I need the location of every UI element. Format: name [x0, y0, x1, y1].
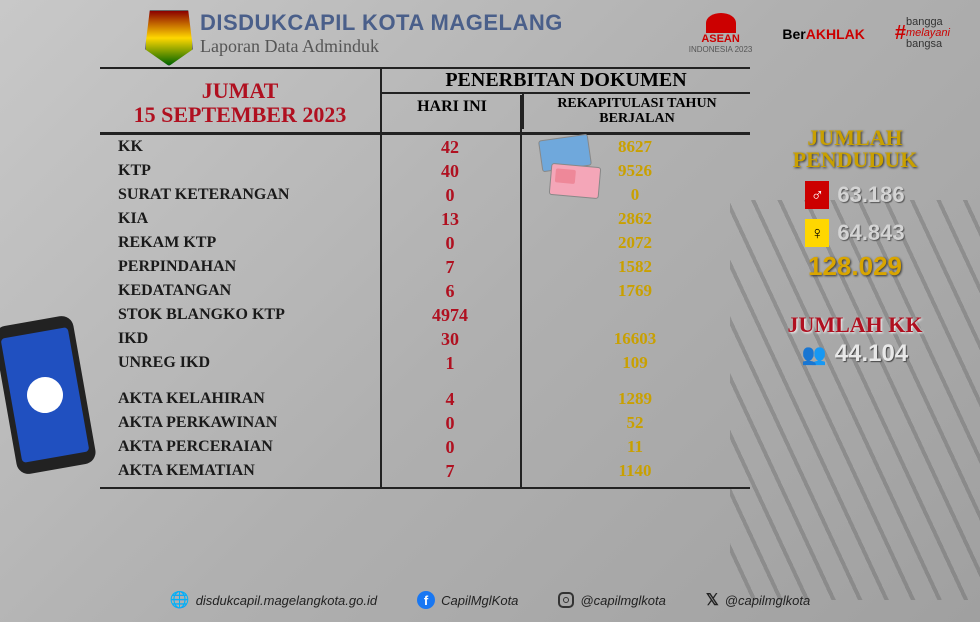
female-icon: ♀ — [805, 219, 829, 247]
row-today: 0 — [380, 185, 520, 206]
table-row: SURAT KETERANGAN00 — [100, 183, 750, 207]
row-today: 4 — [380, 389, 520, 410]
kk-title: JUMLAH KK — [760, 312, 950, 338]
date-day: JUMAT — [100, 79, 380, 103]
table-row: REKAM KTP02072 — [100, 231, 750, 255]
table-row: KK428627 — [100, 135, 750, 159]
row-today: 0 — [380, 233, 520, 254]
table-row: KIA132862 — [100, 207, 750, 231]
table-row: AKTA KEMATIAN71140 — [100, 459, 750, 483]
facebook-icon: f — [417, 591, 435, 609]
row-today: 4974 — [380, 305, 520, 326]
table-row: AKTA PERKAWINAN052 — [100, 411, 750, 435]
row-today: 0 — [380, 413, 520, 434]
row-rekap: 1582 — [520, 257, 750, 277]
document-table: JUMAT 15 SEPTEMBER 2023 PENERBITAN DOKUM… — [100, 67, 750, 489]
row-rekap: 52 — [520, 413, 750, 433]
female-count: 64.843 — [837, 220, 904, 246]
header: DISDUKCAPIL KOTA MAGELANG Laporan Data A… — [0, 0, 980, 62]
footer: 🌐 disdukcapil.magelangkota.go.id f Capil… — [0, 590, 980, 610]
row-label: PERPINDAHAN — [100, 258, 380, 276]
date-full: 15 SEPTEMBER 2023 — [100, 103, 380, 127]
row-label: KIA — [100, 210, 380, 228]
population-title: JUMLAH PENDUDUK — [760, 127, 950, 171]
row-label: KTP — [100, 162, 380, 180]
row-label: AKTA PERCERAIAN — [100, 438, 380, 456]
bangga-3: bangsa — [906, 39, 950, 50]
row-rekap: 2072 — [520, 233, 750, 253]
asean-label: ASEAN — [689, 33, 753, 45]
row-rekap: 1769 — [520, 281, 750, 301]
row-rekap: 16603 — [520, 329, 750, 349]
asean-logo: ASEAN INDONESIA 2023 — [689, 13, 753, 54]
berakhlak-pre: Ber — [782, 26, 805, 42]
row-label: SURAT KETERANGAN — [100, 186, 380, 204]
row-today: 6 — [380, 281, 520, 302]
row-label: AKTA PERKAWINAN — [100, 414, 380, 432]
berakhlak-mid: AKHLAK — [806, 26, 865, 42]
asean-sub: INDONESIA 2023 — [689, 45, 753, 54]
x-icon: 𝕏 — [706, 590, 719, 610]
row-label: KK — [100, 138, 380, 156]
row-today: 7 — [380, 257, 520, 278]
row-rekap: 11 — [520, 437, 750, 457]
col-rekap: REKAPITULASI TAHUN BERJALAN — [522, 94, 750, 129]
row-today: 40 — [380, 161, 520, 182]
row-today: 7 — [380, 461, 520, 482]
hash-icon: # — [895, 22, 906, 45]
org-title: DISDUKCAPIL KOTA MAGELANG — [200, 10, 563, 36]
row-today: 0 — [380, 437, 520, 458]
kk-count: 44.104 — [835, 340, 908, 368]
id-cards-icon — [530, 137, 610, 207]
row-label: REKAM KTP — [100, 234, 380, 252]
table-row: KEDATANGAN61769 — [100, 279, 750, 303]
table-row: AKTA KELAHIRAN41289 — [100, 387, 750, 411]
row-label: AKTA KEMATIAN — [100, 462, 380, 480]
bangga-logo: bangga melayani bangsa — [906, 17, 950, 50]
asean-icon — [706, 13, 736, 33]
row-rekap: 1289 — [520, 389, 750, 409]
berakhlak-logo: BerAKHLAK — [782, 26, 864, 42]
report-subtitle: Laporan Data Adminduk — [200, 36, 563, 57]
instagram-icon — [558, 592, 574, 608]
male-count: 63.186 — [837, 182, 904, 208]
row-rekap: 2862 — [520, 209, 750, 229]
row-rekap: 1140 — [520, 461, 750, 481]
table-row: IKD3016603 — [100, 327, 750, 351]
docs-title: PENERBITAN DOKUMEN — [382, 69, 750, 92]
table-row: UNREG IKD1109 — [100, 351, 750, 375]
row-rekap: 109 — [520, 353, 750, 373]
row-today: 13 — [380, 209, 520, 230]
male-icon: ♂ — [805, 181, 829, 209]
table-row: KTP409526 — [100, 159, 750, 183]
report-date: JUMAT 15 SEPTEMBER 2023 — [100, 69, 380, 132]
row-label: IKD — [100, 330, 380, 348]
family-icon: 👥 — [802, 342, 827, 367]
instagram-link: @capilmglkota — [558, 590, 665, 610]
city-logo-icon — [145, 10, 193, 66]
table-row: STOK BLANGKO KTP4974 — [100, 303, 750, 327]
row-label: AKTA KELAHIRAN — [100, 390, 380, 408]
table-row: PERPINDAHAN71582 — [100, 255, 750, 279]
website-link: 🌐 disdukcapil.magelangkota.go.id — [170, 590, 377, 610]
row-today: 42 — [380, 137, 520, 158]
table-row: AKTA PERCERAIAN011 — [100, 435, 750, 459]
twitter-link: 𝕏 @capilmglkota — [706, 590, 810, 610]
sidebar: JUMLAH PENDUDUK ♂ 63.186 ♀ 64.843 128.02… — [750, 67, 960, 489]
globe-icon: 🌐 — [170, 590, 190, 610]
row-label: STOK BLANGKO KTP — [100, 306, 380, 324]
row-label: UNREG IKD — [100, 354, 380, 372]
facebook-link: f CapilMglKota — [417, 590, 518, 610]
row-today: 1 — [380, 353, 520, 374]
row-label: KEDATANGAN — [100, 282, 380, 300]
row-today: 30 — [380, 329, 520, 350]
col-today: HARI INI — [382, 94, 522, 129]
total-population: 128.029 — [760, 251, 950, 282]
